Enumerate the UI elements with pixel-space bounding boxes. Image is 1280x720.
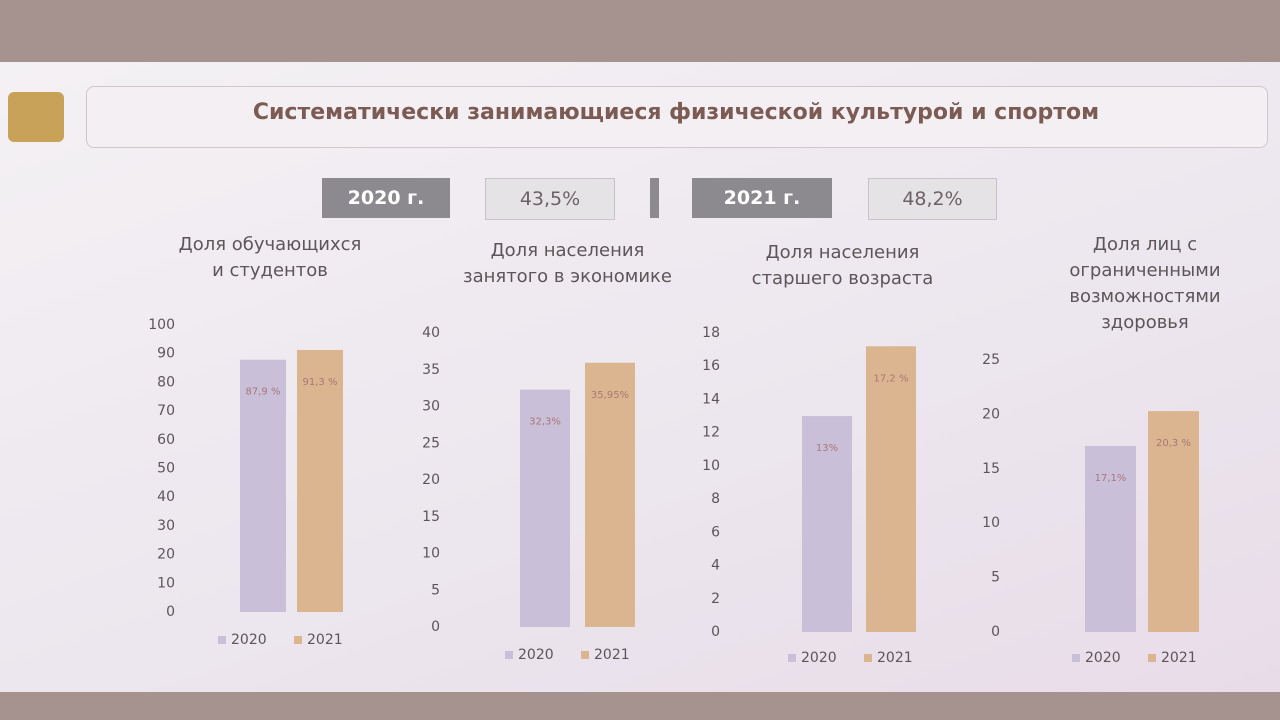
y-tick-label: 100 bbox=[148, 317, 175, 333]
y-tick-label: 0 bbox=[711, 624, 720, 640]
y-tick-label: 2 bbox=[711, 591, 720, 607]
legend-swatch bbox=[581, 651, 589, 659]
legend-label: 2020 bbox=[518, 647, 554, 663]
bar bbox=[520, 389, 570, 627]
legend-swatch bbox=[218, 636, 226, 644]
y-tick-label: 0 bbox=[991, 624, 1000, 640]
separator bbox=[650, 178, 659, 218]
value-label: 32,3% bbox=[529, 417, 561, 428]
chart-title: Доля населения занятого в экономике bbox=[463, 240, 672, 287]
value-label: 20,3 % bbox=[1156, 438, 1191, 449]
y-tick-label: 90 bbox=[157, 346, 175, 362]
legend-swatch bbox=[864, 654, 872, 662]
bar bbox=[1148, 411, 1199, 632]
legend-swatch bbox=[788, 654, 796, 662]
slide bbox=[0, 62, 1280, 692]
y-tick-label: 0 bbox=[431, 619, 440, 635]
value-label: 13% bbox=[816, 443, 838, 454]
y-tick-label: 0 bbox=[166, 604, 175, 620]
y-tick-label: 10 bbox=[702, 458, 720, 474]
y-tick-label: 6 bbox=[711, 524, 720, 540]
year-box: 2020 г. bbox=[322, 178, 450, 218]
chart-title: Доля лиц с ограниченными возможностями з… bbox=[1069, 234, 1221, 333]
value-label: 91,3 % bbox=[303, 377, 338, 388]
y-tick-label: 40 bbox=[422, 325, 440, 341]
slide-title: Систематически занимающиеся физической к… bbox=[252, 100, 1100, 125]
y-tick-label: 4 bbox=[711, 558, 720, 574]
y-tick-label: 10 bbox=[422, 546, 440, 562]
y-tick-label: 70 bbox=[157, 403, 175, 419]
legend-label: 2021 bbox=[877, 650, 913, 666]
logo bbox=[8, 92, 64, 142]
chart-title: Доля обучающихся и студентов bbox=[178, 234, 362, 281]
legend-label: 2020 bbox=[231, 632, 267, 648]
value-label: 35,95% bbox=[591, 390, 629, 401]
y-tick-label: 5 bbox=[431, 582, 440, 598]
y-tick-label: 10 bbox=[157, 575, 175, 591]
legend-label: 2020 bbox=[1085, 650, 1121, 666]
y-tick-label: 15 bbox=[422, 509, 440, 525]
legend-swatch bbox=[1148, 654, 1156, 662]
chart-title: Доля населения старшего возраста bbox=[751, 242, 934, 289]
y-tick-label: 25 bbox=[422, 435, 440, 451]
legend-swatch bbox=[1072, 654, 1080, 662]
legend-swatch bbox=[505, 651, 513, 659]
y-tick-label: 80 bbox=[157, 374, 175, 390]
y-tick-label: 20 bbox=[157, 547, 175, 563]
legend-label: 2020 bbox=[801, 650, 837, 666]
legend-label: 2021 bbox=[594, 647, 630, 663]
y-tick-label: 30 bbox=[422, 399, 440, 415]
year-box: 2021 г. bbox=[692, 178, 832, 218]
value-box: 48,2% bbox=[868, 178, 997, 220]
y-tick-label: 25 bbox=[982, 352, 1000, 368]
value-label: 87,9 % bbox=[246, 387, 281, 398]
legend-label: 2021 bbox=[1161, 650, 1197, 666]
y-tick-label: 35 bbox=[422, 362, 440, 378]
y-tick-label: 20 bbox=[422, 472, 440, 488]
y-tick-label: 50 bbox=[157, 461, 175, 477]
y-tick-label: 30 bbox=[157, 518, 175, 534]
y-tick-label: 14 bbox=[702, 391, 720, 407]
y-tick-label: 10 bbox=[982, 515, 1000, 531]
bar bbox=[297, 349, 343, 612]
y-tick-label: 12 bbox=[702, 425, 720, 441]
bar bbox=[585, 362, 635, 627]
y-tick-label: 15 bbox=[982, 461, 1000, 477]
value-label: 17,1% bbox=[1095, 473, 1127, 484]
y-tick-label: 16 bbox=[702, 358, 720, 374]
value-box: 43,5% bbox=[485, 178, 615, 220]
value-label: 17,2 % bbox=[874, 373, 909, 384]
y-tick-label: 20 bbox=[982, 406, 1000, 422]
header-box bbox=[86, 86, 1268, 148]
y-tick-label: 8 bbox=[711, 491, 720, 507]
bar bbox=[866, 346, 916, 632]
y-tick-label: 18 bbox=[702, 325, 720, 341]
bar bbox=[802, 416, 852, 632]
legend-swatch bbox=[294, 636, 302, 644]
y-tick-label: 5 bbox=[991, 570, 1000, 586]
y-tick-label: 60 bbox=[157, 432, 175, 448]
bar bbox=[240, 359, 286, 612]
y-tick-label: 40 bbox=[157, 489, 175, 505]
legend-label: 2021 bbox=[307, 632, 343, 648]
bar bbox=[1085, 445, 1136, 632]
